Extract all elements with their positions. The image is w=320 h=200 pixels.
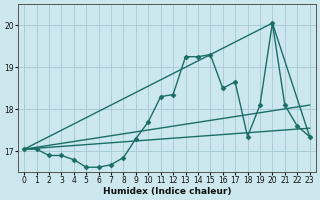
X-axis label: Humidex (Indice chaleur): Humidex (Indice chaleur): [103, 187, 231, 196]
